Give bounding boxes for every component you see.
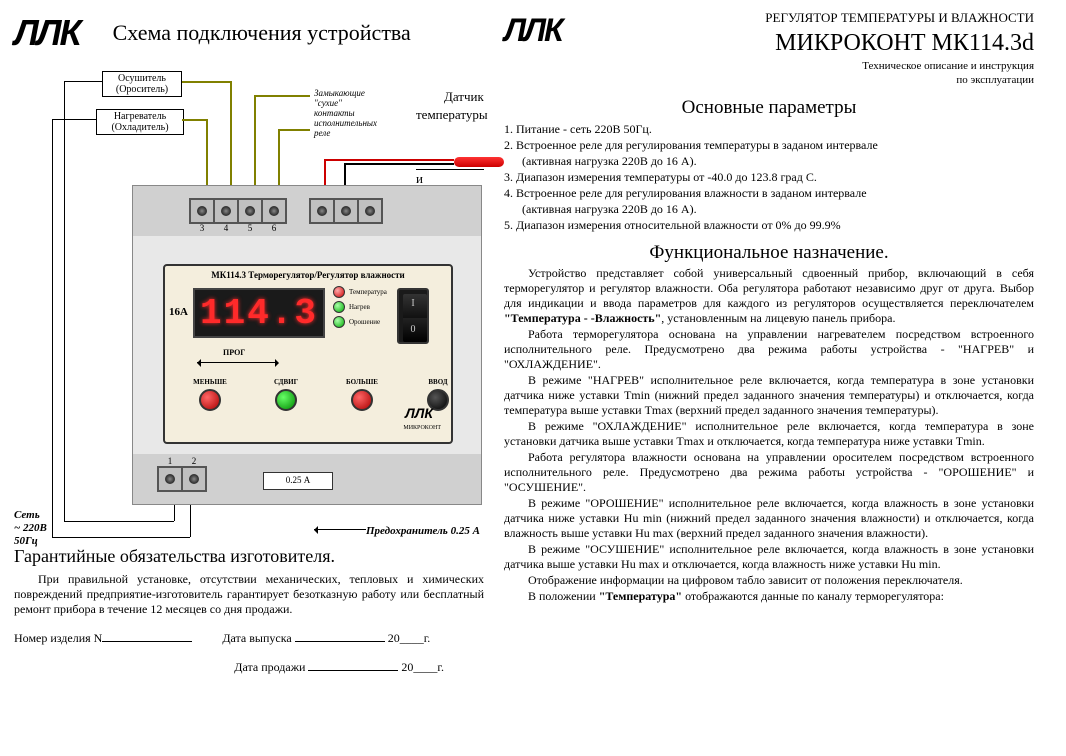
led-block: Температура Нагрев Орошение [333, 286, 387, 331]
mk-logo-right: ЛЛК [504, 10, 562, 50]
warranty-section: Гарантийные обязательства изготовителя. … [14, 545, 484, 675]
relay-note: Замыкающие"сухие"контактыисполнительныхр… [314, 89, 377, 138]
left-header: ЛЛК Схема подключения устройства [14, 10, 484, 55]
func-paragraph: Работа терморегулятора основана на управ… [504, 327, 1034, 372]
heater-label: Нагреватель(Охладитель) [96, 109, 184, 135]
dehumidifier-label: Осушитель(Ороситель) [102, 71, 182, 97]
right-header: ЛЛК РЕГУЛЯТОР ТЕМПЕРАТУРЫ И ВЛАЖНОСТИ МИ… [504, 10, 1034, 88]
func-paragraph: Работа регулятора влажности основана на … [504, 450, 1034, 495]
prog-label: ПРОГ [223, 348, 245, 358]
sensor-label-2: температуры [416, 107, 488, 123]
device-category: РЕГУЛЯТОР ТЕМПЕРАТУРЫ И ВЛАЖНОСТИ [580, 10, 1034, 26]
func-paragraph: В режиме "ОРОШЕНИЕ" исполнительное реле … [504, 496, 1034, 541]
right-column: ЛЛК РЕГУЛЯТОР ТЕМПЕРАТУРЫ И ВЛАЖНОСТИ МИ… [504, 10, 1034, 746]
schema-title: Схема подключения устройства [113, 19, 411, 47]
warranty-text: При правильной установке, отсутствии мех… [14, 572, 484, 617]
led-heat [333, 301, 345, 313]
panel-brand-sub: МИКРОКОНТ [403, 425, 441, 433]
doc-type-1: Техническое описание и инструкция [580, 60, 1034, 74]
params-title: Основные параметры [504, 96, 1034, 120]
doc-type-2: по эксплуатации [580, 74, 1034, 88]
display-value: 114.3 [200, 291, 318, 336]
device-case: 3 4 5 6 1 2 0.25 А МК114.3 Терморегулято… [132, 185, 482, 505]
amp-rating: 16А [169, 306, 188, 320]
func-paragraph: Устройство представляет собой универсаль… [504, 266, 1034, 326]
power-label: Сеть~ 220В50Гц [14, 509, 47, 549]
more-button[interactable] [351, 389, 373, 411]
func-paragraph: В положении "Температура" отображаются д… [504, 589, 1034, 604]
func-paragraph: Отображение информации на цифровом табло… [504, 573, 1034, 588]
func-paragraph: В режиме "НАГРЕВ" исполнительное реле вк… [504, 373, 1034, 418]
sensor-probe [454, 157, 504, 167]
func-paragraph: В режиме "ОСУШЕНИЕ" исполнительное реле … [504, 542, 1034, 572]
seven-segment-display: 114.3 [193, 288, 325, 338]
shift-button[interactable] [275, 389, 297, 411]
led-irrigation [333, 316, 345, 328]
front-panel: МК114.3 Терморегулятор/Регулятор влажнос… [163, 264, 453, 444]
panel-brand-logo: ЛЛК [405, 405, 433, 423]
top-terminal-strip: 3 4 5 6 [189, 198, 287, 224]
fuse: 0.25 А [263, 472, 333, 490]
panel-title: МК114.3 Терморегулятор/Регулятор влажнос… [165, 270, 451, 281]
device-model: МИКРОКОНТ МК114.3d [580, 28, 1034, 58]
fuse-caption: Предохранитель 0.25 А [366, 525, 480, 539]
power-switch[interactable]: I 0 [397, 288, 429, 344]
mk-logo: ЛЛК [14, 10, 80, 55]
left-column: ЛЛК Схема подключения устройства Осушите… [14, 10, 504, 746]
func-body: Устройство представляет собой универсаль… [504, 266, 1034, 604]
bottom-terminal-strip: 1 2 [157, 466, 207, 492]
led-temperature [333, 286, 345, 298]
wiring-diagram: Осушитель(Ороситель) Нагреватель(Охладит… [14, 59, 484, 539]
params-list: 1. Питание - сеть 220В 50Гц. 2. Встроенн… [504, 122, 1034, 233]
top-terminal-strip-2 [309, 198, 383, 224]
warranty-title: Гарантийные обязательства изготовителя. [14, 545, 484, 568]
sensor-label-1: Датчик [444, 89, 484, 105]
func-paragraph: В режиме "ОХЛАЖДЕНИЕ" исполнительное рел… [504, 419, 1034, 449]
less-button[interactable] [199, 389, 221, 411]
func-title: Функциональное назначение. [504, 241, 1034, 265]
